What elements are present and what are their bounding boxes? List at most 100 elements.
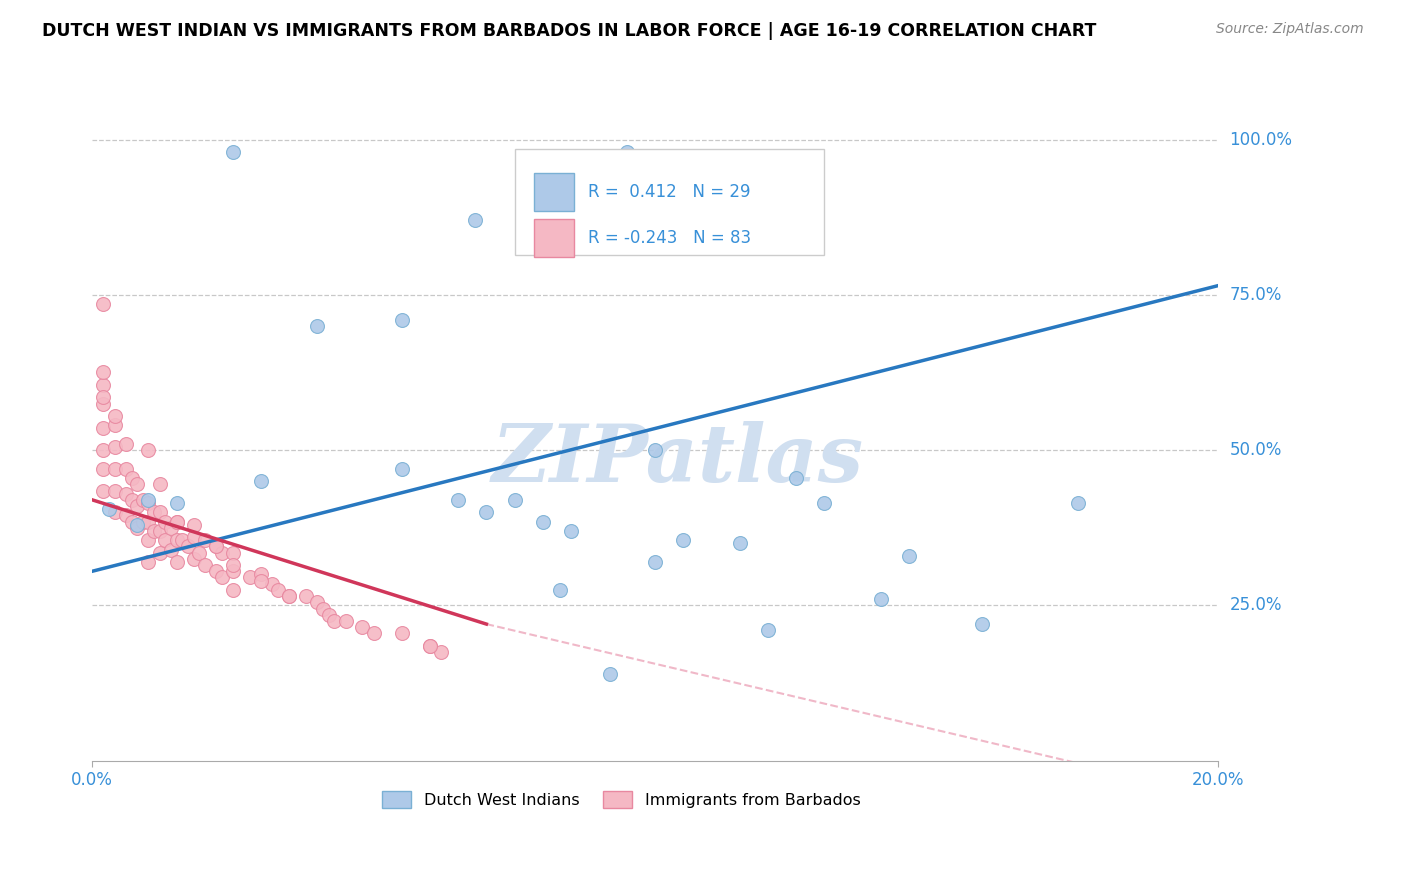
Point xyxy=(127,521,149,535)
Point xyxy=(447,492,470,507)
Point xyxy=(93,443,115,458)
Point xyxy=(93,378,115,392)
Point xyxy=(104,409,127,423)
Point xyxy=(599,666,621,681)
Point xyxy=(160,521,183,535)
Point xyxy=(205,564,228,578)
Point xyxy=(166,515,188,529)
Point xyxy=(222,558,245,572)
Point xyxy=(352,620,374,634)
Point xyxy=(93,390,115,404)
Point xyxy=(104,505,127,519)
Point xyxy=(278,589,301,603)
Text: Source: ZipAtlas.com: Source: ZipAtlas.com xyxy=(1216,22,1364,37)
Point xyxy=(211,570,233,584)
Point xyxy=(869,592,891,607)
Point xyxy=(785,471,807,485)
Point xyxy=(419,639,441,653)
Point xyxy=(211,546,233,560)
Point xyxy=(205,540,228,554)
Point xyxy=(104,483,127,498)
Point xyxy=(138,496,160,510)
Point xyxy=(644,443,666,458)
Point xyxy=(548,582,571,597)
Point xyxy=(205,540,228,554)
Point xyxy=(183,530,205,544)
Point xyxy=(672,533,695,548)
Point xyxy=(93,366,115,380)
Point xyxy=(250,567,273,582)
Point xyxy=(149,505,172,519)
Point xyxy=(391,626,413,640)
Point xyxy=(143,505,166,519)
Point xyxy=(464,213,486,227)
Point xyxy=(897,549,920,563)
Point xyxy=(222,546,245,560)
Point xyxy=(93,297,115,311)
Point xyxy=(813,496,835,510)
Point xyxy=(250,474,273,488)
Point xyxy=(155,533,177,548)
Point xyxy=(391,462,413,476)
Point xyxy=(132,515,155,529)
Point xyxy=(121,492,143,507)
Legend: Dutch West Indians, Immigrants from Barbados: Dutch West Indians, Immigrants from Barb… xyxy=(375,785,868,814)
Point xyxy=(93,421,115,435)
Point xyxy=(307,595,329,609)
Point xyxy=(419,639,441,653)
Point xyxy=(115,437,138,451)
Text: R =  0.412   N = 29: R = 0.412 N = 29 xyxy=(588,183,751,202)
Point xyxy=(616,145,638,159)
Point xyxy=(503,492,526,507)
Text: 50.0%: 50.0% xyxy=(1230,442,1282,459)
Point xyxy=(143,524,166,538)
Point xyxy=(98,502,121,516)
Point xyxy=(155,515,177,529)
Point xyxy=(93,462,115,476)
Point xyxy=(323,614,346,628)
Point xyxy=(312,601,335,615)
Point xyxy=(166,533,188,548)
FancyBboxPatch shape xyxy=(534,219,574,257)
Point xyxy=(239,570,262,584)
Point xyxy=(132,492,155,507)
Point xyxy=(138,443,160,458)
Point xyxy=(222,582,245,597)
Point xyxy=(267,582,290,597)
Point xyxy=(177,540,200,554)
Point xyxy=(172,533,194,548)
Point xyxy=(1066,496,1088,510)
Point xyxy=(138,492,160,507)
Point xyxy=(970,617,993,632)
Text: DUTCH WEST INDIAN VS IMMIGRANTS FROM BARBADOS IN LABOR FORCE | AGE 16-19 CORRELA: DUTCH WEST INDIAN VS IMMIGRANTS FROM BAR… xyxy=(42,22,1097,40)
Point xyxy=(318,607,340,622)
Point xyxy=(222,145,245,159)
Text: R = -0.243   N = 83: R = -0.243 N = 83 xyxy=(588,229,751,247)
Point xyxy=(531,515,554,529)
Point xyxy=(149,477,172,491)
Point xyxy=(560,524,582,538)
Point xyxy=(138,555,160,569)
Point xyxy=(160,542,183,557)
FancyBboxPatch shape xyxy=(515,149,824,255)
Point xyxy=(222,564,245,578)
Point xyxy=(728,536,751,550)
Text: 25.0%: 25.0% xyxy=(1230,597,1282,615)
Text: 100.0%: 100.0% xyxy=(1230,130,1292,149)
Text: 75.0%: 75.0% xyxy=(1230,285,1282,304)
Point xyxy=(756,624,779,638)
Point xyxy=(115,508,138,523)
Point xyxy=(335,614,357,628)
Point xyxy=(307,318,329,333)
Point xyxy=(475,505,498,519)
Point xyxy=(115,462,138,476)
Point xyxy=(121,471,143,485)
Text: ZIPatlas: ZIPatlas xyxy=(492,421,863,499)
Point xyxy=(93,396,115,410)
Point xyxy=(194,533,217,548)
Point xyxy=(127,477,149,491)
Point xyxy=(121,515,143,529)
Point xyxy=(93,483,115,498)
Point xyxy=(250,574,273,588)
Point xyxy=(188,546,211,560)
